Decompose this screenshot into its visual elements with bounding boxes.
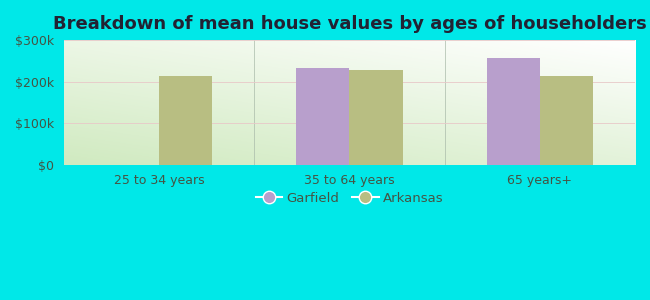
Bar: [350, 70, 403, 165]
Bar: [296, 68, 350, 165]
Legend: Garfield, Arkansas: Garfield, Arkansas: [250, 187, 448, 210]
Bar: [540, 76, 593, 165]
Bar: [159, 76, 213, 165]
Title: Breakdown of mean house values by ages of householders: Breakdown of mean house values by ages o…: [53, 15, 646, 33]
Bar: [486, 58, 540, 165]
